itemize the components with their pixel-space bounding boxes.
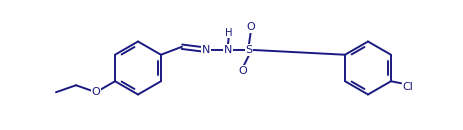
Text: O: O xyxy=(247,22,255,32)
Text: H: H xyxy=(225,28,233,38)
Text: N: N xyxy=(202,45,210,55)
Text: N: N xyxy=(224,45,232,55)
Text: S: S xyxy=(245,45,252,55)
Text: Cl: Cl xyxy=(403,82,413,92)
Text: O: O xyxy=(238,66,247,76)
Text: O: O xyxy=(92,87,100,97)
